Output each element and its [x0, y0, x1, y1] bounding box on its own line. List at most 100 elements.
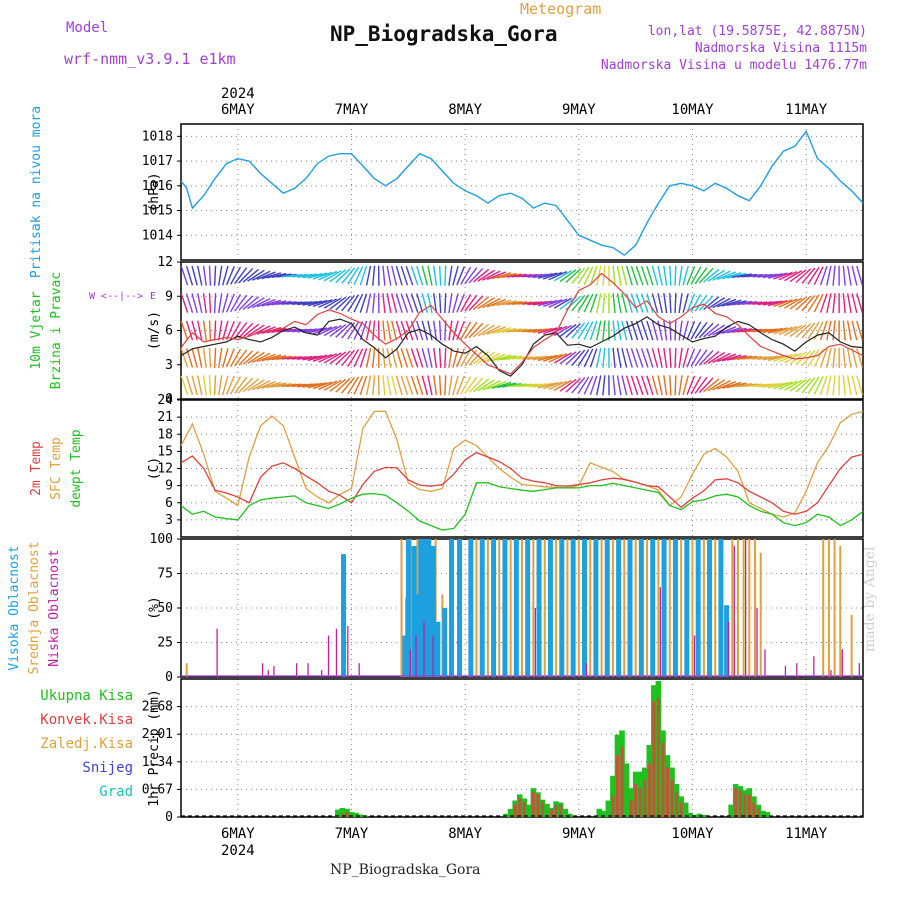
wind-arrow: [307, 272, 328, 279]
wind-arrow: [468, 267, 484, 284]
cloud-high-bar: [547, 539, 553, 677]
panel-legend-label: Niska Oblacnost: [47, 549, 62, 666]
cloud-high-bar: [418, 539, 424, 677]
precip-conv-bar: [345, 812, 349, 817]
wind-arrow: [217, 320, 223, 341]
wind-arrow: [208, 347, 212, 368]
wind-arrow: [372, 293, 376, 314]
wind-arrow: [767, 327, 788, 334]
wind-arrow: [682, 375, 689, 396]
wind-arrow: [242, 378, 260, 393]
wind-arrow: [651, 348, 659, 368]
wind-arrow: [595, 293, 602, 314]
precip-conv-bar: [743, 794, 747, 817]
meteogram-label: Meteogram: [520, 0, 602, 18]
wind-arrow: [773, 354, 793, 362]
wind-arrow: [789, 269, 807, 283]
wind-arrow: [191, 265, 198, 286]
panel-legend-label: Brzina i Pravac: [49, 272, 64, 389]
wind-arrow: [577, 321, 590, 340]
t2m-temp-line: [180, 451, 864, 515]
wind-arrow: [856, 320, 864, 341]
wind-arrow: [690, 266, 702, 285]
y-tick-label: 0: [165, 670, 173, 685]
wind-arrow: [801, 267, 816, 284]
y-axis-label: (m/s): [147, 311, 162, 350]
precip-legend-label: Ukupna Kisa: [40, 688, 133, 704]
wind-arrow: [621, 320, 628, 341]
wind-arrow: [234, 349, 248, 367]
wind-arrow: [256, 381, 276, 390]
wind-arrow: [819, 320, 828, 341]
wind-arrow: [353, 321, 364, 340]
wind-arrow: [486, 298, 506, 308]
wind-arrow: [225, 320, 235, 341]
wind-arrow: [712, 270, 731, 281]
altitude-label: Nadmorska Visina 1115m: [694, 41, 867, 56]
wind-arrow: [669, 293, 672, 314]
y-tick-label: 50: [157, 601, 173, 616]
x-tick-label-top: 11MAY: [785, 102, 828, 118]
wind-arrow: [391, 348, 398, 368]
wind-arrow: [238, 377, 254, 394]
wind-arrow: [630, 320, 639, 341]
cloud-high-bar: [638, 539, 644, 677]
wind-arrow: [778, 271, 798, 281]
wind-arrow: [657, 320, 663, 341]
wind-arrow: [444, 293, 447, 314]
wind-arrow: [851, 348, 858, 368]
y-tick-label: 25: [157, 636, 173, 651]
precip-total-bar: [562, 808, 568, 817]
wind-arrow: [565, 323, 581, 338]
wind-arrow: [789, 324, 807, 337]
wind-arrow: [335, 350, 351, 366]
wind-arrow: [630, 293, 639, 313]
wind-arrow: [391, 375, 398, 396]
wind-arrow: [318, 380, 338, 391]
wind-arrow: [191, 320, 198, 341]
wind-arrow: [698, 295, 714, 311]
wind-arrow: [621, 265, 628, 286]
wind-arrow: [329, 323, 347, 338]
wind-arrow: [452, 265, 459, 286]
wind-arrow: [432, 293, 438, 314]
wind-arrow: [341, 294, 356, 312]
y-tick-label: 3: [165, 513, 173, 528]
wind-arrow: [307, 327, 328, 334]
wind-arrow: [640, 265, 649, 286]
wind-arrow: [221, 348, 229, 368]
lonlat-label: lon,lat (19.5875E, 42.8875N): [647, 24, 867, 39]
wind-arrow: [842, 375, 846, 396]
wind-arrow: [694, 349, 708, 367]
wind-speed-line: [180, 316, 864, 377]
panel-legend-label: Visoka Oblacnost: [7, 545, 22, 670]
wind-arrow: [767, 382, 788, 389]
wind-arrow: [571, 377, 586, 394]
precip-total-bar: [764, 812, 771, 817]
wind-arrow: [266, 327, 287, 334]
wind-arrow: [405, 293, 414, 313]
wind-arrow: [784, 324, 803, 337]
wind-arrow: [543, 326, 563, 335]
precip-conv-bar: [638, 788, 642, 817]
wind-arrow: [832, 320, 836, 341]
wind-gust-line: [180, 272, 864, 375]
precip-conv-bar: [665, 767, 669, 817]
wind-arrow: [416, 265, 424, 286]
wind-arrow: [180, 293, 189, 313]
wind-arrow: [851, 265, 858, 286]
wind-arrow: [468, 322, 484, 339]
precip-conv-bar: [756, 808, 760, 817]
wind-arrow: [432, 375, 438, 396]
wind-arrow: [807, 376, 820, 395]
cloud-high-bar: [616, 539, 622, 677]
wind-arrow: [312, 326, 333, 335]
y-axis-label: (%): [147, 596, 162, 619]
wind-arrow: [703, 268, 720, 283]
wind-arrow: [548, 353, 568, 363]
wind-arrow: [180, 348, 189, 368]
precip-conv-bar: [531, 792, 535, 817]
wind-arrow: [261, 272, 282, 280]
wind-arrow: [694, 322, 708, 339]
wind-arrow: [353, 375, 364, 395]
